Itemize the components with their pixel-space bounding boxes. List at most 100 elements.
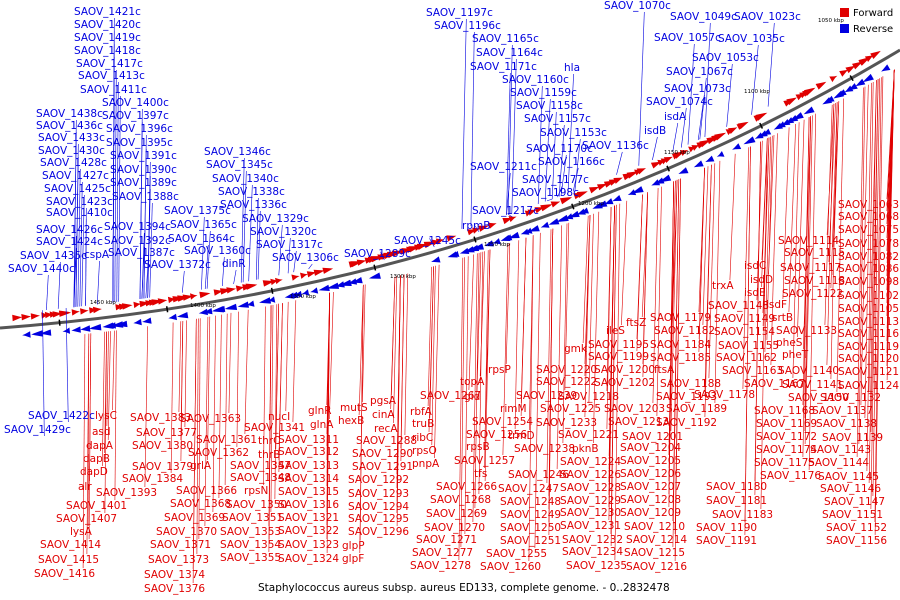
gene-label[interactable]: SAOV_1268 xyxy=(430,494,491,506)
gene-label[interactable]: SAOV_1396c xyxy=(106,123,173,135)
gene-label[interactable]: SAOV_1322 xyxy=(278,525,339,537)
gene-label[interactable]: SAOV_1415 xyxy=(38,554,99,566)
gene-label[interactable]: SAOV_1138 xyxy=(816,418,877,430)
gene-label[interactable]: SAOV_1082 xyxy=(838,251,899,263)
gene-label[interactable]: glpP xyxy=(342,540,365,552)
gene-label[interactable]: SAOV_1395c xyxy=(106,137,173,149)
gene-label[interactable]: SAOV_1329c xyxy=(242,213,309,225)
gene-label[interactable]: SAOV_1393 xyxy=(96,487,157,499)
gene-label[interactable]: SAOV_1312 xyxy=(278,446,339,458)
gene-label[interactable]: isdE xyxy=(744,287,766,299)
gene-label[interactable]: SAOV_1426c xyxy=(36,224,103,236)
gene-label[interactable]: SAOV_1169 xyxy=(756,418,817,430)
gene-label[interactable]: SAOV_1207 xyxy=(620,481,681,493)
gene-label[interactable]: SAOV_1423c xyxy=(46,196,113,208)
gene-label[interactable]: alr xyxy=(78,481,92,493)
gene-label[interactable]: SAOV_1178 xyxy=(694,389,755,401)
gene-label[interactable]: SAOV_1196c xyxy=(434,20,501,32)
gene-label[interactable]: SAOV_1229 xyxy=(560,495,621,507)
gene-label[interactable]: SAOV_1226 xyxy=(560,469,621,481)
gene-label[interactable]: SAOV_1192 xyxy=(656,417,717,429)
gene-label[interactable]: SAOV_1289c xyxy=(344,248,411,260)
gene-label[interactable]: SAOV_1120 xyxy=(838,353,899,365)
gene-label[interactable]: SAOV_1067c xyxy=(666,66,733,78)
gene-label[interactable]: SAOV_1355 xyxy=(220,552,281,564)
gene-label[interactable]: SAOV_1246 xyxy=(508,469,569,481)
gene-label[interactable]: SAOV_1314 xyxy=(278,473,339,485)
gene-label[interactable]: SAOV_1204 xyxy=(620,442,681,454)
gene-label[interactable]: SAOV_1345c xyxy=(206,159,273,171)
gene-label[interactable]: ftsA xyxy=(654,364,675,376)
gene-label[interactable]: glnR xyxy=(308,405,332,417)
gene-label[interactable]: pknB xyxy=(572,443,599,455)
gene-label[interactable]: SAOV_1053c xyxy=(692,52,759,64)
gene-label[interactable]: SAOV_1217c xyxy=(472,205,539,217)
gene-label[interactable]: SAOV_1249 xyxy=(500,509,561,521)
gene-label[interactable]: SAOV_1233 xyxy=(536,417,597,429)
gene-label[interactable]: SAOV_1354 xyxy=(220,539,281,551)
gene-label[interactable]: SAOV_1063 xyxy=(838,199,899,211)
gene-label[interactable]: SAOV_1251 xyxy=(500,535,561,547)
gene-label[interactable]: SAOV_1419c xyxy=(74,32,141,44)
gene-label[interactable]: SAOV_1341 xyxy=(244,422,305,434)
gene-label[interactable]: SAOV_1390c xyxy=(110,164,177,176)
gene-label[interactable]: SAOV_1410c xyxy=(46,207,113,219)
gene-label[interactable]: SAOV_1425c xyxy=(44,183,111,195)
gene-label[interactable]: SAOV_1388c xyxy=(112,191,179,203)
gene-label[interactable]: SAOV_1371 xyxy=(150,539,211,551)
gene-label[interactable]: SAOV_1295 xyxy=(348,513,409,525)
gene-label[interactable]: SAOV_1414 xyxy=(40,539,101,551)
gene-label[interactable]: SAOV_1433c xyxy=(38,132,105,144)
gene-label[interactable]: SAOV_1151 xyxy=(822,509,883,521)
gene-label[interactable]: SAOV_1220 xyxy=(536,364,597,376)
gene-label[interactable]: SAOV_1105 xyxy=(838,303,899,315)
gene-label[interactable]: cspA xyxy=(84,249,110,261)
gene-label[interactable]: grlA xyxy=(190,460,212,472)
gene-label[interactable]: SAOV_1136c xyxy=(582,140,649,152)
gene-label[interactable]: cinA xyxy=(372,409,395,421)
gene-label[interactable]: lysA xyxy=(70,526,93,538)
gene-label[interactable]: SAOV_1317c xyxy=(256,239,323,251)
gene-label[interactable]: SAOV_1215 xyxy=(624,547,685,559)
gene-label[interactable]: SAOV_1347 xyxy=(230,460,291,472)
gene-label[interactable]: SAOV_1140 xyxy=(778,365,839,377)
gene-label[interactable]: SAOV_1182 xyxy=(654,325,715,337)
gene-label[interactable]: SAOV_1316 xyxy=(278,499,339,511)
gene-label[interactable]: SAOV_1416 xyxy=(34,568,95,580)
gene-label[interactable]: SAOV_1208 xyxy=(620,494,681,506)
gene-label[interactable]: SAOV_1372c xyxy=(144,259,211,271)
gene-label[interactable]: SAOV_1427c xyxy=(42,170,109,182)
gene-label[interactable]: SAOV_1216 xyxy=(626,561,687,573)
gene-label[interactable]: SAOV_1156 xyxy=(826,535,887,547)
gene-label[interactable]: SAOV_1164c xyxy=(476,47,543,59)
gene-label[interactable]: SAOV_1147 xyxy=(824,496,885,508)
gene-label[interactable]: SAOV_1435c xyxy=(20,250,87,262)
gene-label[interactable]: SAOV_1424c xyxy=(36,236,103,248)
gene-label[interactable]: SAOV_1260 xyxy=(480,561,541,573)
gene-label[interactable]: SAOV_1346c xyxy=(204,146,271,158)
gene-label[interactable]: SAOV_1294 xyxy=(348,501,409,513)
gene-label[interactable]: SAOV_1102 xyxy=(838,290,899,302)
gene-label[interactable]: dapB xyxy=(83,453,110,465)
gene-label[interactable]: SAOV_1224 xyxy=(560,456,621,468)
gene-label[interactable]: SAOV_1210 xyxy=(624,521,685,533)
gene-label[interactable]: SAOV_1213 xyxy=(608,416,669,428)
gene-label[interactable]: SAOV_1353 xyxy=(220,526,281,538)
gene-label[interactable]: SAOV_1235 xyxy=(566,560,627,572)
gene-label[interactable]: SAOV_1377 xyxy=(136,427,197,439)
gene-label[interactable]: SAOV_1360c xyxy=(184,245,251,257)
gene-label[interactable]: SAOV_1075 xyxy=(838,224,899,236)
gene-label[interactable]: SAOV_1392c xyxy=(104,235,171,247)
gene-label[interactable]: SAOV_1170c xyxy=(526,143,593,155)
gene-label[interactable]: SAOV_1086 xyxy=(838,263,899,275)
gene-label[interactable]: SAOV_1364c xyxy=(168,233,235,245)
gene-label[interactable]: SAOV_1160c xyxy=(502,74,569,86)
gene-label[interactable]: gid xyxy=(464,391,480,403)
gene-label[interactable]: SAOV_1197c xyxy=(426,7,493,19)
gene-label[interactable]: ribC xyxy=(412,432,433,444)
gene-label[interactable]: SAOV_1193 xyxy=(656,391,717,403)
gene-label[interactable]: SAOV_1124 xyxy=(838,380,899,392)
gene-label[interactable]: SAOV_1234 xyxy=(562,546,623,558)
gene-label[interactable]: SAOV_1139 xyxy=(822,432,883,444)
gene-label[interactable]: SAOV_1296 xyxy=(348,526,409,538)
